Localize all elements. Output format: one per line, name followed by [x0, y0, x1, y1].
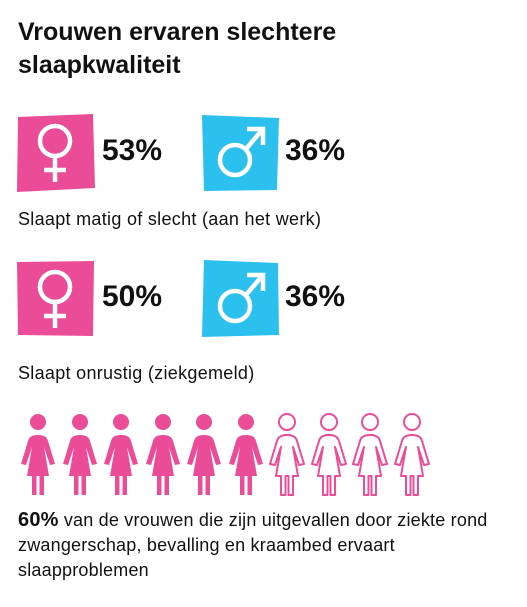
- woman-figure-filled-icon: [104, 414, 138, 495]
- highlight-percentage: 60%: [18, 509, 59, 531]
- woman-figure-filled-icon: [63, 414, 97, 495]
- female-percentage: 53%: [102, 134, 163, 167]
- woman-figure-filled-icon: [187, 414, 221, 495]
- stat-row-sick-leave: 50% 36%: [15, 258, 515, 338]
- woman-figure-outline-icon: [311, 413, 347, 496]
- male-symbol-icon: [200, 112, 280, 192]
- woman-figure-filled-icon: [229, 414, 263, 495]
- bottom-statement-text: van de vrouwen die zijn uitgevallen door…: [18, 510, 488, 580]
- bottom-statement: 60% van de vrouwen die zijn uitgevallen …: [18, 508, 518, 583]
- woman-figure-filled-icon: [146, 414, 180, 495]
- women-pictogram: [17, 410, 517, 498]
- male-symbol-icon: [200, 258, 280, 338]
- male-percentage: 36%: [285, 134, 346, 167]
- woman-figure-outline-icon: [269, 413, 305, 496]
- woman-figure-outline-icon: [352, 413, 388, 496]
- stat-row-work: 53% 36%: [15, 112, 515, 192]
- female-percentage: 50%: [102, 280, 163, 313]
- female-symbol-icon: [15, 258, 95, 338]
- stat-caption-work: Slaapt matig of slecht (aan het werk): [18, 209, 322, 229]
- woman-figure-filled-icon: [21, 414, 55, 495]
- male-percentage: 36%: [285, 280, 346, 313]
- woman-figure-outline-icon: [394, 413, 430, 496]
- stat-caption-sick-leave: Slaapt onrustig (ziekgemeld): [18, 363, 255, 383]
- page-title: Vrouwen ervaren slechtere slaapkwaliteit: [18, 18, 337, 79]
- female-symbol-icon: [15, 112, 95, 192]
